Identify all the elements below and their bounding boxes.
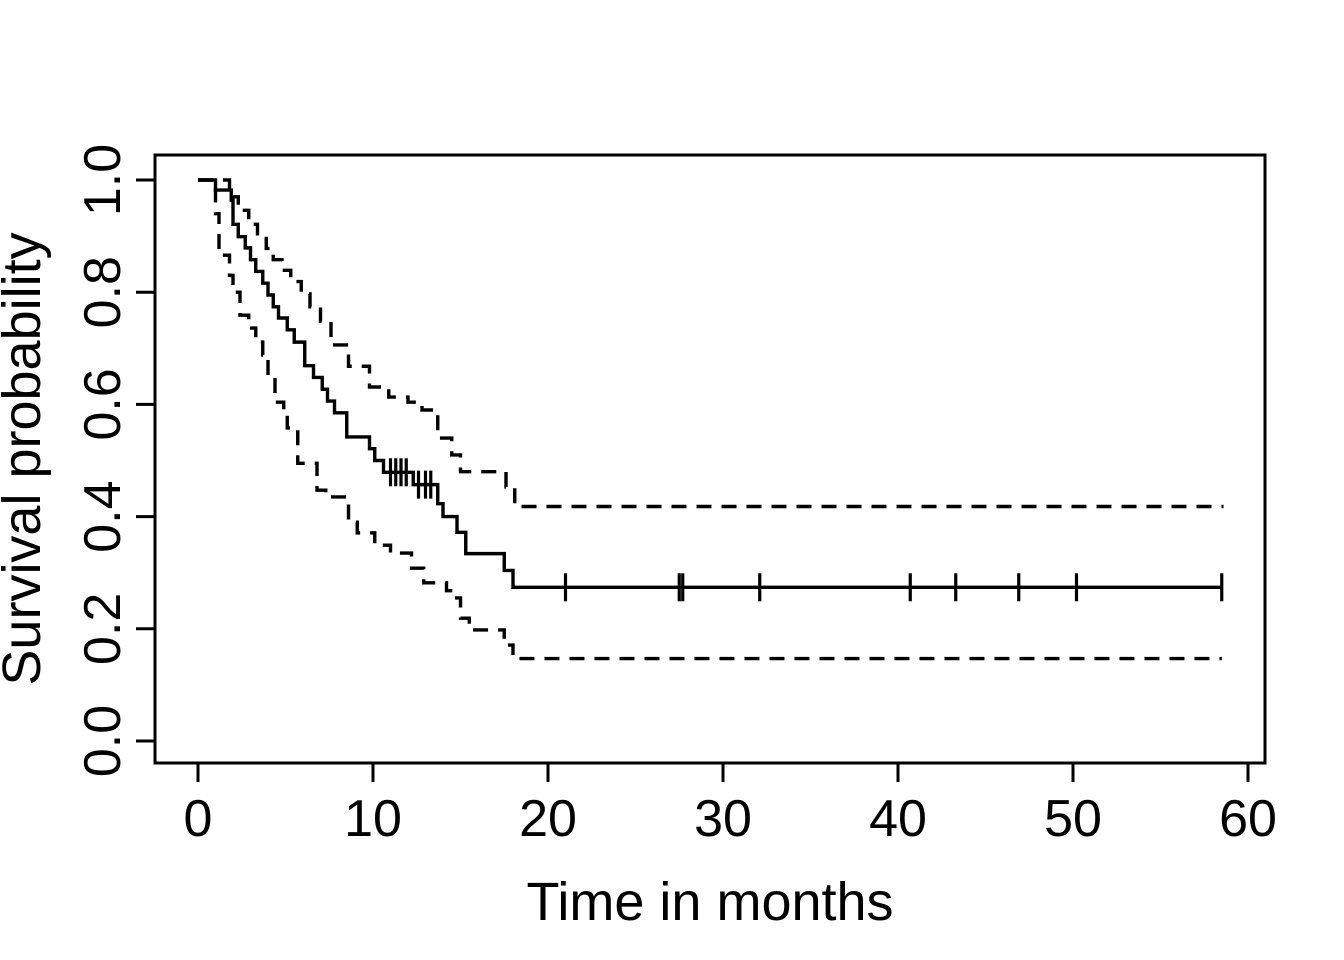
x-tick-label: 10 xyxy=(344,790,402,848)
x-tick-label: 0 xyxy=(184,790,213,848)
y-tick-label: 0.8 xyxy=(74,256,132,328)
y-tick-label: 0.2 xyxy=(74,593,132,665)
plot-box xyxy=(153,153,1267,765)
x-axis-title: Time in months xyxy=(526,872,893,932)
survival-curves xyxy=(198,178,1224,661)
curve-lower-ci xyxy=(198,178,1222,661)
y-axis: 0.0 0.2 0.4 0.6 0.8 1.0 xyxy=(74,144,155,777)
x-tick-label: 60 xyxy=(1219,790,1277,848)
x-axis: 0 10 20 30 40 50 60 xyxy=(184,763,1277,848)
y-tick-label: 0.6 xyxy=(74,368,132,440)
y-tick-label: 0.0 xyxy=(74,705,132,777)
x-tick-label: 20 xyxy=(519,790,577,848)
plot-border xyxy=(153,153,1267,765)
x-tick-label: 50 xyxy=(1044,790,1102,848)
y-tick-label: 0.4 xyxy=(74,480,132,552)
y-tick-label: 1.0 xyxy=(74,144,132,216)
curve-upper-ci xyxy=(198,178,1224,509)
x-tick-label: 30 xyxy=(694,790,752,848)
censor-marks xyxy=(388,458,1224,602)
x-tick-label: 40 xyxy=(869,790,927,848)
curve-km-estimate xyxy=(198,178,1222,589)
y-axis-title: Survival probability xyxy=(0,232,52,685)
